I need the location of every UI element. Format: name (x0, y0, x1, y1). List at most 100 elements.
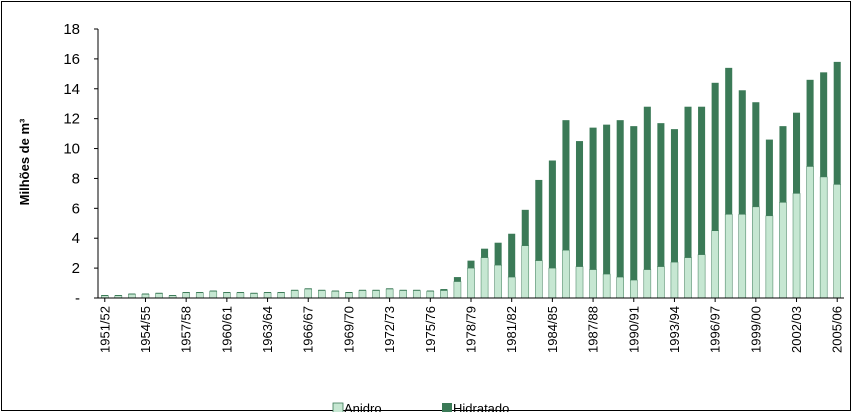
bar-anidro-1965-66 (290, 290, 299, 299)
bar-hidratado-1999-00 (752, 102, 760, 207)
bar-anidro-1976-77 (440, 290, 448, 299)
bar-hidratado-1997-98 (725, 67, 733, 215)
bar-hidratado-2004-05 (820, 72, 828, 177)
x-tick-label: 1972/73 (382, 306, 397, 353)
x-tick-label: 1954/55 (138, 306, 153, 353)
bar-anidro-1985-86 (562, 249, 570, 299)
bar-anidro-1964-65 (277, 292, 285, 299)
bar-anidro-2002-03 (792, 193, 801, 299)
y-tick-label: 8 (72, 170, 80, 187)
bar-hidratado-1971-72 (372, 289, 380, 291)
bar-hidratado-1955-56 (155, 292, 163, 294)
bar-hidratado-1953-54 (128, 293, 136, 295)
bar-anidro-1958-59 (195, 292, 204, 299)
bar-anidro-1979-80 (480, 257, 489, 299)
x-tick-label: 2002/03 (789, 306, 804, 353)
legend-item-anidro: Anidro (332, 401, 382, 412)
bar-hidratado-1972-73 (386, 288, 394, 290)
x-tick-label: 1966/67 (301, 306, 316, 353)
bar-hidratado-1962-63 (250, 292, 258, 294)
bar-hidratado-1976-77 (440, 289, 448, 291)
legend-swatch-hidratado (442, 403, 452, 412)
bar-hidratado-1951-52 (101, 295, 109, 296)
x-tick-label: 1957/58 (179, 306, 194, 353)
x-tick-label: 1996/97 (708, 306, 723, 353)
bar-hidratado-1961-62 (236, 292, 244, 293)
bar-hidratado-1986-87 (575, 141, 584, 267)
x-tick-label: 1999/00 (748, 306, 763, 353)
x-tick-label: 1960/61 (219, 306, 234, 353)
bar-anidro-1953-54 (128, 294, 136, 299)
bar-anidro-1993-94 (670, 261, 679, 299)
bar-anidro-1973-74 (399, 290, 407, 299)
bar-anidro-1998-99 (738, 214, 747, 299)
bar-hidratado-1989-90 (616, 120, 624, 278)
bar-hidratado-1970-71 (358, 289, 367, 291)
bar-anidro-1971-72 (372, 290, 380, 299)
bar-anidro-1967-68 (318, 290, 326, 299)
bar-anidro-1995-96 (697, 254, 706, 299)
bar-hidratado-1980-81 (494, 242, 502, 266)
x-tick-label: 2005/06 (830, 306, 845, 353)
y-tick-label: 18 (63, 21, 80, 38)
y-axis-ticks: - 2 4 6 8 10 12 14 16 18 (63, 21, 98, 307)
bar-hidratado-1959-60 (209, 290, 217, 292)
bar-hidratado-2005-06 (833, 61, 841, 185)
bar-anidro-1955-56 (155, 293, 163, 299)
bar-anidro-2005-06 (833, 184, 841, 299)
bar-hidratado-1995-96 (698, 106, 706, 255)
bar-hidratado-1954-55 (141, 293, 149, 295)
bar-hidratado-1992-93 (657, 123, 665, 267)
bar-hidratado-1979-80 (481, 248, 489, 258)
bar-hidratado-1981-82 (508, 233, 516, 278)
bar-anidro-1972-73 (385, 288, 394, 299)
bar-hidratado-1978-79 (467, 260, 475, 269)
bar-hidratado-1974-75 (413, 289, 421, 291)
bar-hidratado-1996-97 (711, 82, 719, 231)
bar-anidro-1960-61 (223, 292, 231, 299)
bar-anidro-1969-70 (345, 292, 353, 299)
y-tick-label: 16 (63, 51, 80, 68)
bar-hidratado-2003-04 (806, 79, 814, 167)
bar-hidratado-1968-69 (331, 290, 339, 292)
bar-hidratado-1985-86 (562, 120, 570, 251)
y-tick-label: 6 (72, 200, 80, 217)
bar-anidro-1981-82 (507, 276, 516, 299)
bar-hidratado-1960-61 (223, 292, 231, 293)
x-tick-label: 1969/70 (341, 306, 356, 353)
bar-hidratado-1963-64 (264, 292, 272, 293)
bar-hidratado-1975-76 (426, 290, 434, 292)
bar-anidro-1970-71 (358, 290, 367, 299)
bar-hidratado-1983-84 (535, 179, 543, 261)
bar-anidro-1966-67 (304, 288, 313, 299)
legend-item-hidratado: Hidratado (442, 401, 509, 412)
y-tick-label: 14 (63, 81, 80, 98)
bar-hidratado-2001-02 (779, 126, 787, 203)
x-tick-label: 1990/91 (626, 306, 641, 353)
bar-hidratado-1987-88 (589, 127, 597, 270)
y-axis-label: Milhões de m³ (17, 118, 32, 205)
y-tick-label: 12 (63, 111, 80, 128)
bar-anidro-1999-00 (752, 206, 760, 299)
y-tick-label: 10 (63, 141, 80, 158)
legend-swatch-anidro (332, 402, 344, 412)
bar-hidratado-1967-68 (318, 289, 326, 291)
x-tick-label: 1951/52 (97, 306, 112, 353)
bar-hidratado-1982-83 (521, 209, 529, 246)
y-tick-label: 4 (72, 230, 80, 247)
x-tick-label: 1987/88 (586, 306, 601, 353)
bar-hidratado-1966-67 (304, 288, 312, 290)
bar-hidratado-1993-94 (670, 129, 678, 263)
x-axis-ticks: 1951/52 1954/55 1957/58 1960/61 1963/64 1966/… (97, 298, 845, 353)
bar-hidratado-1973-74 (399, 289, 407, 291)
bar-anidro-1980-81 (494, 264, 502, 299)
bar-anidro-1989-90 (616, 276, 624, 299)
bar-hidratado-1977-78 (453, 277, 461, 282)
bar-anidro-1988-89 (602, 273, 611, 299)
bar-anidro-1977-78 (453, 281, 462, 299)
bar-anidro-1990-91 (629, 279, 638, 299)
bar-hidratado-2000-01 (765, 139, 773, 216)
legend-label-anidro: Anidro (344, 401, 382, 412)
